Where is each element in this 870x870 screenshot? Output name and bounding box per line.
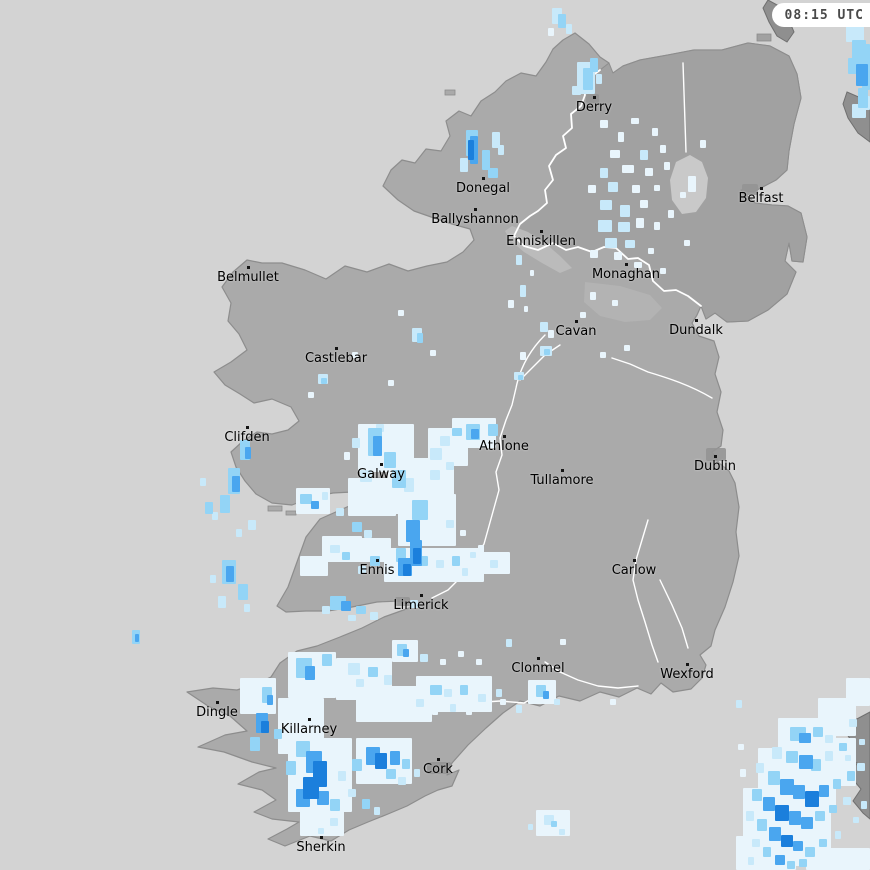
border-northern-ireland [513,69,702,307]
islet [838,748,844,752]
timestamp-label: 08:15 UTC [784,7,864,23]
drumlin-wash [584,282,662,322]
islet [833,762,838,766]
island-aran [285,510,297,516]
land-scotland-islay [842,91,870,143]
island-tory [444,89,456,96]
island-rathlin [756,33,772,42]
land-wales [844,711,870,820]
island-aran [267,505,283,512]
timestamp-badge: 08:15 UTC [771,3,870,27]
